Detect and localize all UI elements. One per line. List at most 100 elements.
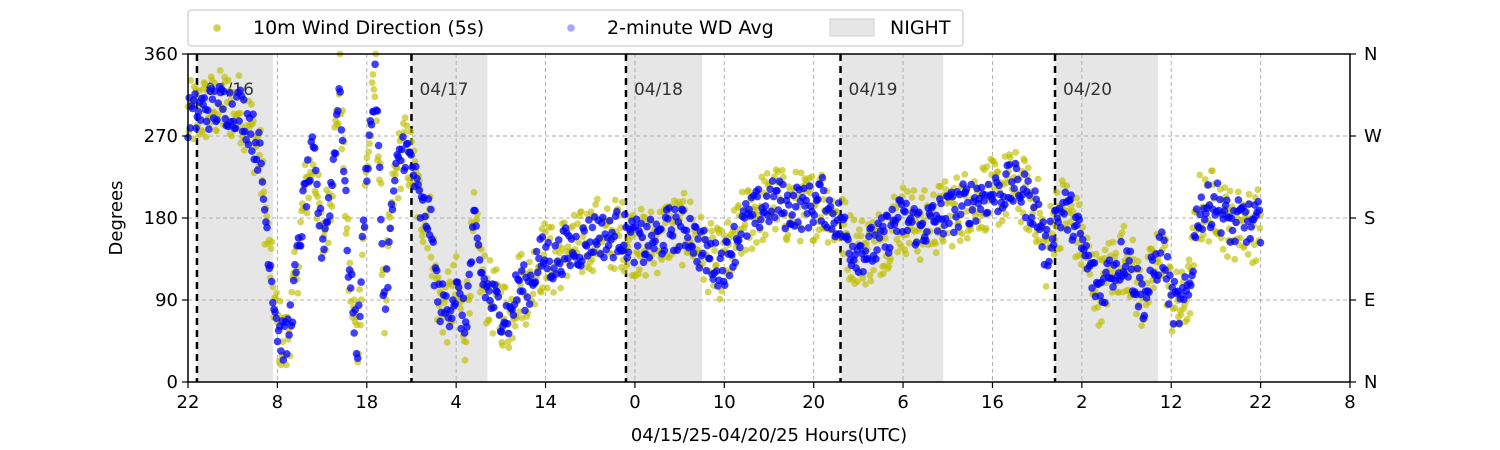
data-point — [859, 268, 867, 276]
data-point — [263, 223, 271, 232]
data-point — [344, 215, 352, 223]
data-point — [414, 180, 422, 189]
data-point — [297, 218, 304, 226]
data-point — [1134, 302, 1143, 311]
data-point — [388, 205, 397, 214]
data-point — [766, 185, 774, 194]
y2-tick-label: N — [1364, 44, 1377, 65]
data-point — [286, 301, 295, 309]
data-point — [792, 168, 800, 176]
data-point — [939, 230, 948, 238]
data-point — [711, 239, 720, 247]
data-point — [1219, 245, 1227, 253]
data-point — [338, 145, 346, 153]
data-point — [1120, 222, 1128, 230]
data-point — [686, 214, 694, 223]
data-point — [470, 189, 478, 196]
data-point — [948, 242, 956, 250]
data-point — [554, 236, 563, 244]
data-point — [609, 253, 618, 262]
data-point — [748, 245, 756, 253]
data-point — [1236, 234, 1244, 242]
data-point — [424, 195, 433, 203]
data-point — [1240, 224, 1249, 232]
data-point — [1082, 241, 1090, 250]
data-point — [1108, 288, 1116, 296]
data-point — [796, 237, 804, 245]
data-point — [931, 240, 939, 247]
data-point — [273, 289, 280, 297]
data-point — [983, 208, 992, 217]
data-point — [779, 180, 787, 189]
data-point — [464, 282, 472, 290]
data-point — [1069, 232, 1078, 241]
data-point — [962, 185, 971, 193]
data-point — [253, 166, 262, 174]
data-point — [867, 277, 875, 285]
data-point — [1025, 226, 1033, 234]
data-point — [336, 88, 345, 96]
x-tick-label: 16 — [981, 392, 1004, 413]
data-point — [942, 186, 950, 193]
data-point — [776, 196, 785, 205]
data-point — [1112, 259, 1121, 268]
data-point — [1034, 175, 1042, 183]
data-point — [1158, 228, 1166, 236]
data-point — [187, 76, 195, 84]
x-tick-label: 12 — [1160, 392, 1183, 413]
data-point — [445, 322, 454, 331]
data-point — [771, 225, 779, 233]
data-point — [926, 212, 935, 220]
data-point — [908, 194, 916, 201]
data-point — [439, 329, 447, 336]
data-point — [753, 239, 760, 246]
data-point — [735, 202, 742, 209]
data-point — [1221, 184, 1229, 192]
data-point — [191, 90, 199, 98]
data-point — [1063, 182, 1071, 190]
data-point — [463, 323, 471, 331]
data-point — [872, 255, 880, 263]
data-point — [531, 300, 539, 308]
data-point — [1134, 257, 1142, 265]
data-point — [701, 235, 709, 244]
data-point — [386, 224, 395, 233]
data-point — [785, 201, 793, 209]
data-point — [1254, 186, 1262, 194]
data-point — [1022, 213, 1030, 222]
data-point — [1200, 231, 1207, 239]
data-point — [839, 250, 847, 258]
data-point — [578, 268, 586, 276]
data-point — [1133, 264, 1142, 273]
data-point — [1117, 237, 1125, 246]
data-point — [346, 259, 354, 267]
data-point — [267, 245, 275, 253]
data-point — [419, 238, 427, 246]
data-point — [976, 205, 985, 213]
data-point — [515, 276, 523, 285]
data-point — [867, 223, 876, 232]
data-point — [221, 114, 229, 123]
data-point — [1256, 238, 1265, 247]
data-point — [1148, 256, 1157, 265]
data-point — [1177, 311, 1185, 318]
data-point — [810, 211, 819, 219]
data-point — [939, 238, 947, 245]
data-point — [846, 212, 854, 219]
data-point — [630, 258, 638, 267]
data-point — [714, 282, 722, 290]
data-point — [641, 214, 649, 221]
data-point — [378, 239, 386, 248]
data-point — [1049, 241, 1058, 249]
data-point — [1256, 224, 1264, 232]
data-point — [518, 287, 527, 296]
data-point — [434, 298, 442, 306]
data-point — [755, 223, 764, 232]
data-point — [1185, 256, 1193, 264]
data-point — [617, 224, 624, 232]
data-point — [1138, 280, 1146, 288]
data-point — [272, 314, 281, 323]
data-point — [202, 133, 210, 141]
data-point — [813, 233, 820, 240]
data-point — [392, 171, 399, 178]
